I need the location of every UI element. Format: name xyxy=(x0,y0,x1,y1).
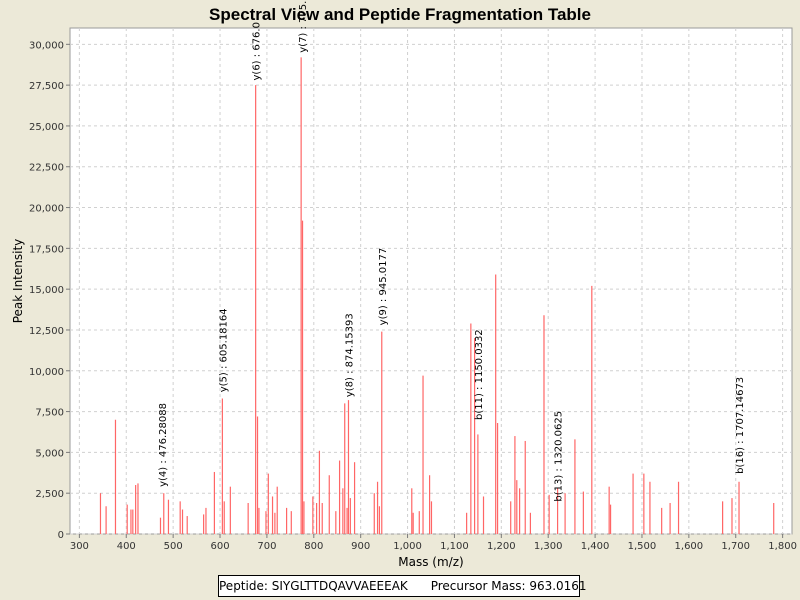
x-tick-label: 800 xyxy=(304,541,323,552)
y-tick-label: 2,500 xyxy=(35,489,64,500)
fragment-annotation: y(6) : 676.0 xyxy=(252,22,263,80)
y-tick-label: 15,000 xyxy=(29,285,64,296)
fragment-annotation: b(16) : 1707.14673 xyxy=(735,377,746,474)
peak-series xyxy=(99,57,775,534)
y-tick-label: 22,500 xyxy=(29,163,64,174)
y-axis: 0 2,500 5,000 7,500 10,000 12,500 15,000 17,500… xyxy=(29,40,70,541)
chart-title: Spectral View and Peptide Fragmentation … xyxy=(209,5,591,24)
x-tick-label: 300 xyxy=(70,541,89,552)
y-tick-label: 17,500 xyxy=(29,244,64,255)
y-tick-label: 0 xyxy=(58,530,64,541)
y-tick-label: 27,500 xyxy=(29,81,64,92)
fragment-annotation: y(9) : 945.0177 xyxy=(378,248,389,326)
spectrum-chart: Spectral View and Peptide Fragmentation … xyxy=(11,0,797,569)
y-tick-label: 5,000 xyxy=(35,448,64,459)
x-tick-label: 1,400 xyxy=(581,541,610,552)
fragment-annotation: b(13) : 1320.0625 xyxy=(554,411,565,502)
fragment-annotation: b(11) : 1150.0332 xyxy=(474,329,485,420)
x-tick-label: 1,700 xyxy=(721,541,750,552)
x-tick-label: 1,100 xyxy=(440,541,469,552)
x-tick-label: 600 xyxy=(210,541,229,552)
plot-area xyxy=(69,27,793,535)
y-tick-label: 30,000 xyxy=(29,40,64,51)
peptide-info-box: Peptide: SIYGLTTDQAVVAEEEAK Precursor Ma… xyxy=(218,575,587,597)
x-tick-label: 1,200 xyxy=(487,541,516,552)
y-tick-label: 25,000 xyxy=(29,122,64,133)
y-axis-label: Peak Intensity xyxy=(11,239,25,324)
gridlines xyxy=(70,28,792,535)
x-tick-label: 900 xyxy=(351,541,370,552)
y-tick-label: 20,000 xyxy=(29,204,64,215)
y-tick-label: 7,500 xyxy=(35,408,64,419)
x-tick-label: 700 xyxy=(257,541,276,552)
fragment-annotation: y(7) : 775.0 xyxy=(298,0,309,53)
x-tick-label: 400 xyxy=(117,541,136,552)
fragment-annotation: y(8) : 874.15393 xyxy=(345,313,356,397)
x-tick-label: 1,500 xyxy=(628,541,657,552)
peptide-sequence: Peptide: SIYGLTTDQAVVAEEEAK xyxy=(219,579,408,593)
x-tick-label: 1,300 xyxy=(534,541,563,552)
annotation-group: y(4) : 476.28088 y(5) : 605.18164 y(6) : 6… xyxy=(158,0,746,502)
x-tick-label: 1,000 xyxy=(393,541,422,552)
x-axis: 300 400 500 600 700 800 900 1,000 1,100 1,200 1,30… xyxy=(70,534,797,552)
fragment-annotation: y(4) : 476.28088 xyxy=(158,403,169,487)
precursor-mass: Precursor Mass: 963.0161 xyxy=(430,579,587,593)
y-tick-label: 12,500 xyxy=(29,326,64,337)
x-axis-label: Mass (m/z) xyxy=(398,555,463,569)
x-tick-label: 1,800 xyxy=(768,541,797,552)
fragment-annotation: y(5) : 605.18164 xyxy=(218,308,229,392)
y-tick-label: 10,000 xyxy=(29,367,64,378)
x-tick-label: 1,600 xyxy=(675,541,704,552)
x-tick-label: 500 xyxy=(164,541,183,552)
